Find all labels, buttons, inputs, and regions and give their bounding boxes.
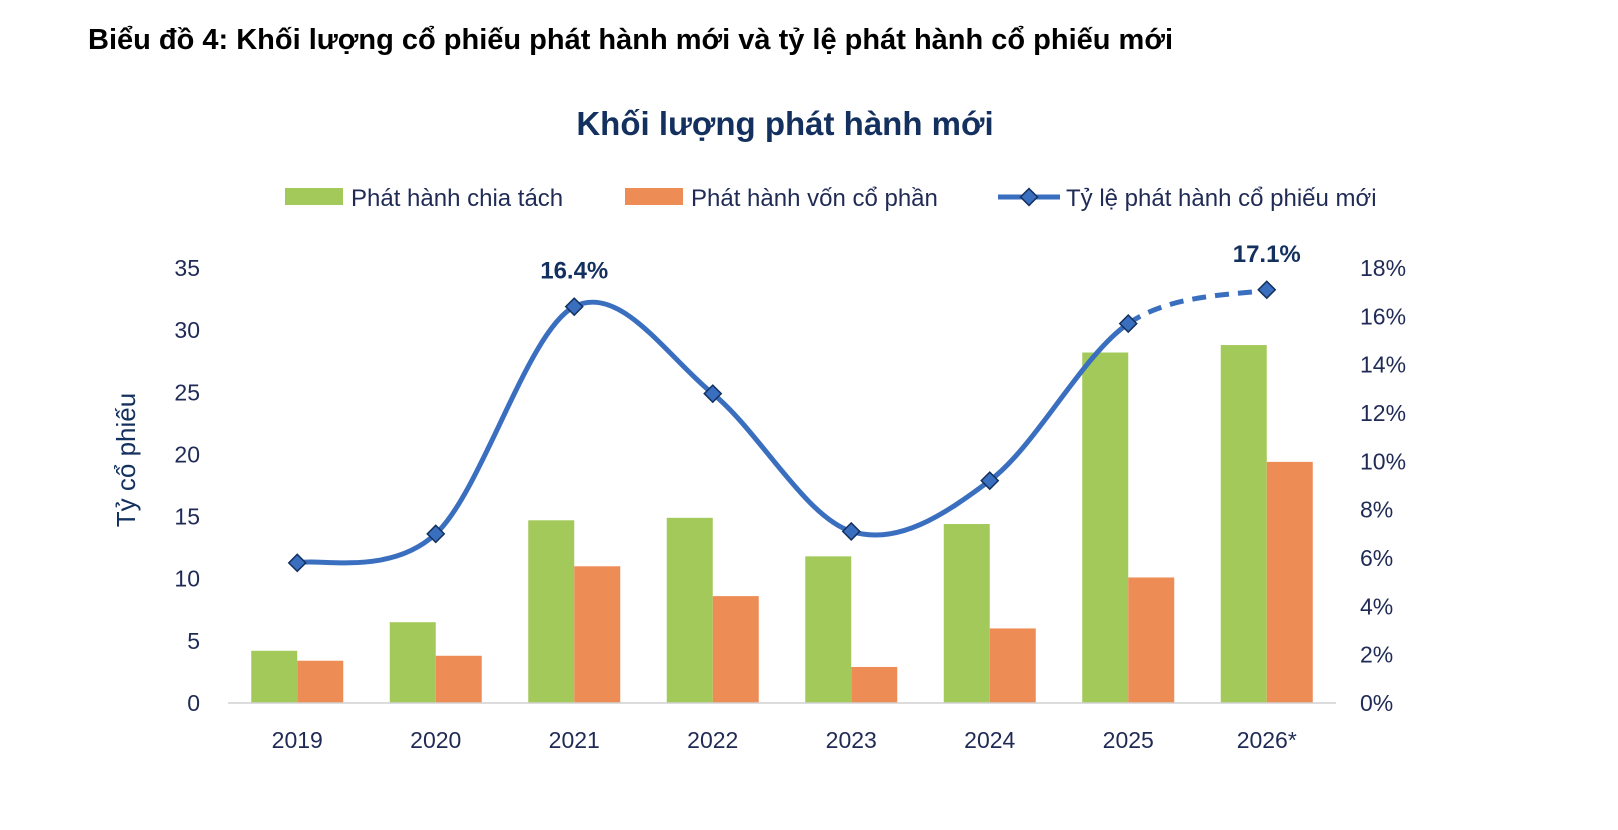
data-label: 17.1% — [1233, 241, 1301, 268]
ratio-marker — [1257, 280, 1277, 300]
x-tick-label: 2024 — [964, 727, 1015, 753]
bar-split — [389, 622, 436, 703]
bar-split — [1082, 352, 1129, 703]
y2-tick-label: 0% — [1360, 690, 1393, 716]
y-tick-label: 5 — [187, 628, 200, 654]
ratio-marker — [703, 384, 723, 404]
data-label: 16.4% — [540, 258, 608, 285]
ratio-line — [287, 280, 1277, 573]
y2-tick-label: 18% — [1360, 255, 1406, 281]
x-tick-label: 2021 — [549, 727, 600, 753]
bar-split — [1220, 345, 1267, 703]
ratio-marker — [564, 297, 584, 317]
y-axis: 0 5 10 15 20 25 30 35 — [174, 255, 200, 716]
y-tick-label: 15 — [174, 504, 200, 530]
ratio-marker — [980, 471, 1000, 491]
y2-tick-label: 14% — [1360, 352, 1406, 378]
ratio-marker — [841, 521, 861, 541]
bar-equity — [851, 666, 898, 703]
y-tick-label: 20 — [174, 441, 200, 467]
y-tick-label: 30 — [174, 317, 200, 343]
bar-split — [943, 524, 990, 703]
y2-axis: 0% 2% 4% 6% 8% 10% 12% 14% 16% 18% — [1360, 255, 1406, 716]
legend-swatch — [625, 188, 683, 205]
x-tick-label: 2020 — [410, 727, 461, 753]
x-tick-label: 2019 — [272, 727, 323, 753]
ratio-line-dashed — [1126, 287, 1268, 326]
ratio-marker — [287, 553, 307, 573]
y2-tick-label: 4% — [1360, 593, 1393, 619]
legend-label: Tỷ lệ phát hành cổ phiếu mới — [1066, 185, 1377, 212]
y-tick-label: 35 — [174, 255, 200, 281]
y-tick-label: 0 — [187, 690, 200, 716]
y2-tick-label: 2% — [1360, 642, 1393, 668]
x-tick-label: 2025 — [1103, 727, 1154, 753]
bar-split — [528, 520, 575, 703]
bar-split — [666, 517, 713, 703]
bar-equity — [574, 566, 621, 703]
y2-tick-label: 8% — [1360, 497, 1393, 523]
bar-equity — [297, 660, 344, 703]
annotations: 16.4% 17.1% — [540, 241, 1301, 285]
x-tick-label: 2022 — [687, 727, 738, 753]
ratio-marker — [1118, 314, 1138, 334]
ratio-marker — [426, 524, 446, 544]
legend: Phát hành chia tách Phát hành vốn cổ phần… — [285, 185, 1377, 212]
y2-tick-label: 12% — [1360, 400, 1406, 426]
x-tick-label: 2026* — [1237, 727, 1297, 753]
legend-swatch — [285, 188, 343, 205]
bar-equity — [1128, 577, 1175, 703]
y2-tick-label: 10% — [1360, 448, 1406, 474]
bars — [251, 345, 1313, 703]
bar-equity — [712, 596, 759, 703]
bar-split — [251, 650, 298, 703]
y2-tick-label: 6% — [1360, 545, 1393, 571]
bar-equity — [989, 628, 1036, 703]
y-tick-label: 10 — [174, 566, 200, 592]
x-axis: 2019 2020 2021 2022 2023 2024 2025 2026* — [272, 727, 1297, 753]
x-tick-label: 2023 — [826, 727, 877, 753]
bar-split — [805, 556, 852, 703]
y-tick-label: 25 — [174, 379, 200, 405]
legend-label: Phát hành chia tách — [351, 185, 563, 212]
page-title: Biểu đồ 4: Khối lượng cổ phiếu phát hành… — [88, 24, 1174, 56]
y-axis-label: Tỷ cổ phiếu — [111, 393, 141, 527]
bar-equity — [1266, 461, 1313, 703]
legend-marker — [1019, 187, 1039, 207]
bar-equity — [435, 655, 482, 703]
legend-label: Phát hành vốn cổ phần — [691, 185, 938, 212]
chart-title: Khối lượng phát hành mới — [576, 105, 993, 142]
y2-tick-label: 16% — [1360, 303, 1406, 329]
